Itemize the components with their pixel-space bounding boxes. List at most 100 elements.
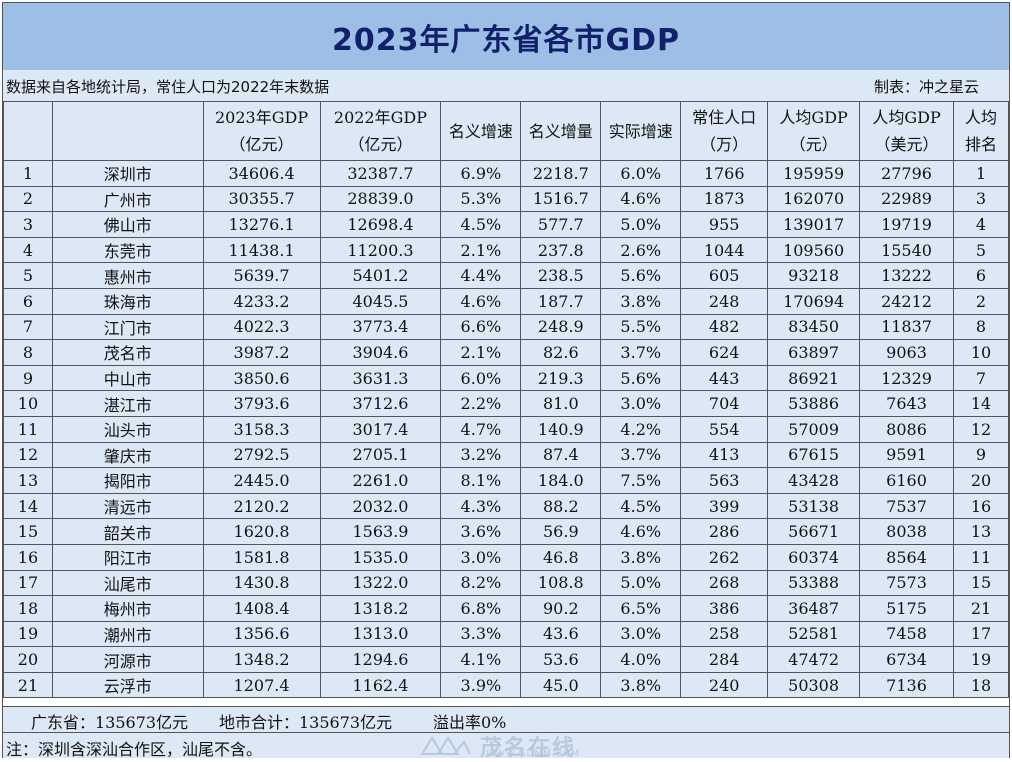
table-cell: 187.7 <box>520 287 602 315</box>
table-cell: 268 <box>680 569 769 597</box>
table-cell: 7 <box>952 364 1010 392</box>
table-cell: 195959 <box>767 160 861 187</box>
table-cell: 1348.2 <box>202 646 321 673</box>
table-cell: 2445.0 <box>202 467 321 494</box>
table-cell: 108.8 <box>520 569 602 597</box>
table-cell: 1563.9 <box>319 518 442 545</box>
table-cell: 32387.7 <box>319 160 442 187</box>
table-row: 20 河源市 1348.2 1294.6 4.1% 53.6 4.0% 284 47472 673… <box>3 646 1010 673</box>
table-cell: 286 <box>680 518 769 545</box>
table-cell: 2.2% <box>440 390 522 417</box>
table-header-row: 2023年GDP （亿元） 2022年GDP （亿元） 名义增速 名义增量 实际增速 常住人口… <box>3 101 1010 161</box>
table-cell: 63897 <box>767 339 861 366</box>
table-cell: 11 <box>952 543 1010 571</box>
column-header <box>3 101 53 161</box>
table-cell: 18 <box>952 671 1010 699</box>
table-cell: 262 <box>680 543 769 571</box>
table-cell: 3.0% <box>440 543 522 571</box>
table-cell: 13 <box>3 467 53 494</box>
table-cell: 1207.4 <box>202 671 321 699</box>
sheet-title: 2023年广东省各市GDP <box>3 3 1009 71</box>
table-cell: 4.5% <box>440 211 522 238</box>
table-cell: 240 <box>680 671 769 699</box>
table-cell: 2792.5 <box>202 441 321 469</box>
table-cell: 1294.6 <box>319 646 442 673</box>
table-cell: 53388 <box>767 569 861 597</box>
table-cell: 8 <box>3 339 53 366</box>
table-cell: 238.5 <box>520 262 602 289</box>
table-cell: 109560 <box>767 236 861 264</box>
table-cell: 139017 <box>767 211 861 238</box>
table-cell: 60374 <box>767 543 861 571</box>
table-cell: 5.5% <box>600 313 682 341</box>
overflow-rate: 溢出率0% <box>433 713 507 732</box>
table-cell: 中山市 <box>51 364 204 392</box>
table-cell: 14 <box>952 390 1010 417</box>
table-cell: 43.6 <box>520 620 602 648</box>
table-cell: 3712.6 <box>319 390 442 417</box>
table-cell: 482 <box>680 313 769 341</box>
column-header: 常住人口 （万） <box>680 101 769 161</box>
table-cell: 1620.8 <box>202 518 321 545</box>
table-cell: 3773.4 <box>319 313 442 341</box>
table-row: 10 湛江市 3793.6 3712.6 2.2% 81.0 3.0% 704 53886 764… <box>3 390 1010 417</box>
column-header-line1: 人均 <box>964 108 997 127</box>
table-cell: 2261.0 <box>319 467 442 494</box>
table-cell: 17 <box>3 569 53 597</box>
data-source-note: 数据来自各地统计局，常住人口为2022年末数据 <box>6 78 330 96</box>
table-cell: 17 <box>952 620 1010 648</box>
table-row: 21 云浮市 1207.4 1162.4 3.9% 45.0 3.8% 240 50308 713… <box>3 671 1010 699</box>
table-cell: 52581 <box>767 620 861 648</box>
table-cell: 3.8% <box>600 287 682 315</box>
table-cell: 4 <box>3 236 53 264</box>
table-cell: 5.0% <box>600 569 682 597</box>
column-header-line1: 人均GDP <box>779 108 848 127</box>
table-cell: 2.1% <box>440 236 522 264</box>
table-cell: 8564 <box>859 543 954 571</box>
subtitle-bar: 数据来自各地统计局，常住人口为2022年末数据 制表：冲之星云 <box>3 70 1009 102</box>
cities-total: 地市合计：135673亿元 <box>219 713 393 732</box>
table-cell: 12698.4 <box>319 211 442 238</box>
table-cell: 1313.0 <box>319 620 442 648</box>
table-cell: 184.0 <box>520 467 602 494</box>
table-cell: 19 <box>952 646 1010 673</box>
table-cell: 6.9% <box>440 160 522 187</box>
table-cell: 1 <box>952 160 1010 187</box>
table-cell: 2218.7 <box>520 160 602 187</box>
table-row: 4 东莞市 11438.1 11200.3 2.1% 237.8 2.6% 1044 10956… <box>3 236 1010 264</box>
column-header: 人均GDP （美元） <box>859 101 954 161</box>
table-cell: 5.6% <box>600 262 682 289</box>
table-cell: 茂名市 <box>51 339 204 366</box>
table-cell: 10 <box>3 390 53 417</box>
table-cell: 3850.6 <box>202 364 321 392</box>
table-cell: 554 <box>680 415 769 443</box>
table-cell: 3.8% <box>600 543 682 571</box>
table-cell: 江门市 <box>51 313 204 341</box>
table-cell: 6 <box>952 262 1010 289</box>
table-cell: 4022.3 <box>202 313 321 341</box>
column-header: 人均 排名 <box>952 101 1010 161</box>
table-cell: 36487 <box>767 595 861 622</box>
table-cell: 15 <box>952 569 1010 597</box>
table-cell: 46.8 <box>520 543 602 571</box>
table-row: 18 梅州市 1408.4 1318.2 6.8% 90.2 6.5% 386 36487 517… <box>3 595 1010 622</box>
table-row: 19 潮州市 1356.6 1313.0 3.3% 43.6 3.0% 258 52581 745… <box>3 620 1010 648</box>
column-header: 实际增速 <box>600 101 682 161</box>
table-cell: 284 <box>680 646 769 673</box>
table-cell: 3 <box>3 211 53 238</box>
table-row: 2 广州市 30355.7 28839.0 5.3% 1516.7 4.6% 1873 1620… <box>3 185 1010 213</box>
table-cell: 8.1% <box>440 467 522 494</box>
table-cell: 6.5% <box>600 595 682 622</box>
table-cell: 惠州市 <box>51 262 204 289</box>
table-cell: 624 <box>680 339 769 366</box>
table-cell: 1162.4 <box>319 671 442 699</box>
table-cell: 4.5% <box>600 492 682 520</box>
table-cell: 3987.2 <box>202 339 321 366</box>
table-cell: 2.1% <box>440 339 522 366</box>
table-cell: 1356.6 <box>202 620 321 648</box>
table-cell: 6.0% <box>440 364 522 392</box>
table-cell: 肇庆市 <box>51 441 204 469</box>
column-header-line2: （美元） <box>874 135 939 154</box>
table-cell: 7643 <box>859 390 954 417</box>
table-cell: 93218 <box>767 262 861 289</box>
